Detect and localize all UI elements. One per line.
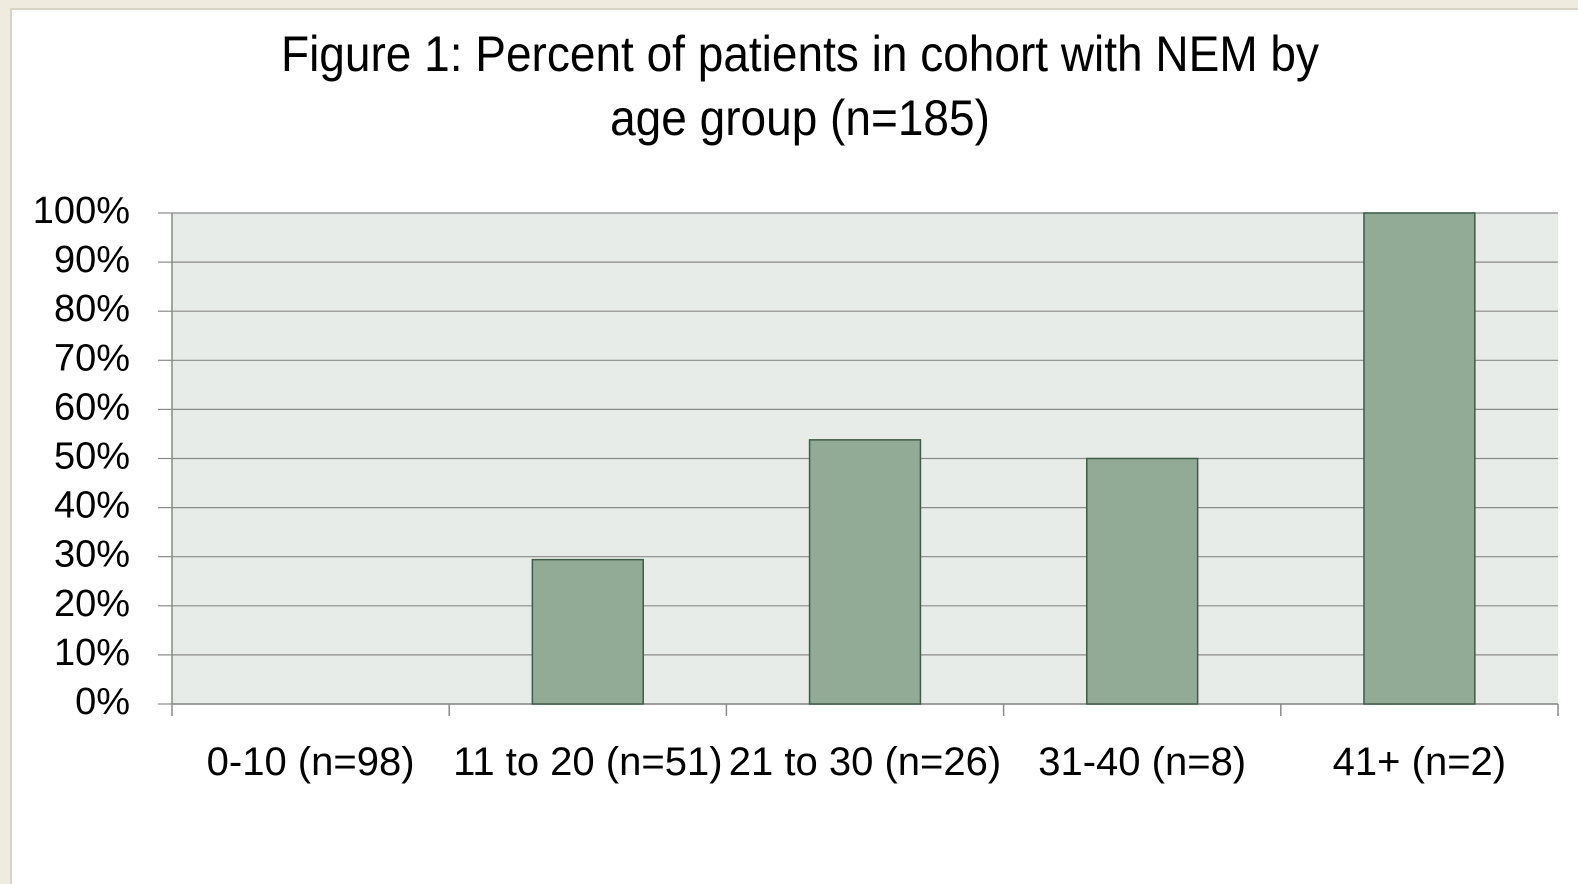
x-tick-label: 31-40 (n=8) (1038, 740, 1247, 784)
x-tick-label: 11 to 20 (n=51) (453, 740, 723, 784)
y-tick-label: 60% (54, 386, 130, 428)
bar (1086, 457, 1199, 705)
y-tick-label: 100% (33, 190, 130, 232)
y-tick-label: 0% (75, 681, 130, 723)
y-tick-label: 30% (54, 534, 130, 576)
y-tick-label: 10% (54, 632, 130, 674)
y-tick-label: 50% (54, 436, 130, 478)
bar (1363, 212, 1476, 705)
y-tick-label: 70% (54, 337, 130, 379)
x-tick-label: 0-10 (n=98) (206, 740, 415, 784)
y-tick-label: 90% (54, 239, 130, 281)
y-tick-label: 40% (54, 485, 130, 527)
bar (531, 558, 644, 705)
x-tick-label: 21 to 30 (n=26) (728, 740, 1002, 784)
x-tick-label: 41+ (n=2) (1332, 740, 1507, 784)
y-tick-label: 80% (54, 288, 130, 330)
bar (808, 439, 922, 705)
y-tick-label: 20% (54, 583, 130, 625)
chart-title: Figure 1: Percent of patients in cohort … (280, 26, 1320, 146)
